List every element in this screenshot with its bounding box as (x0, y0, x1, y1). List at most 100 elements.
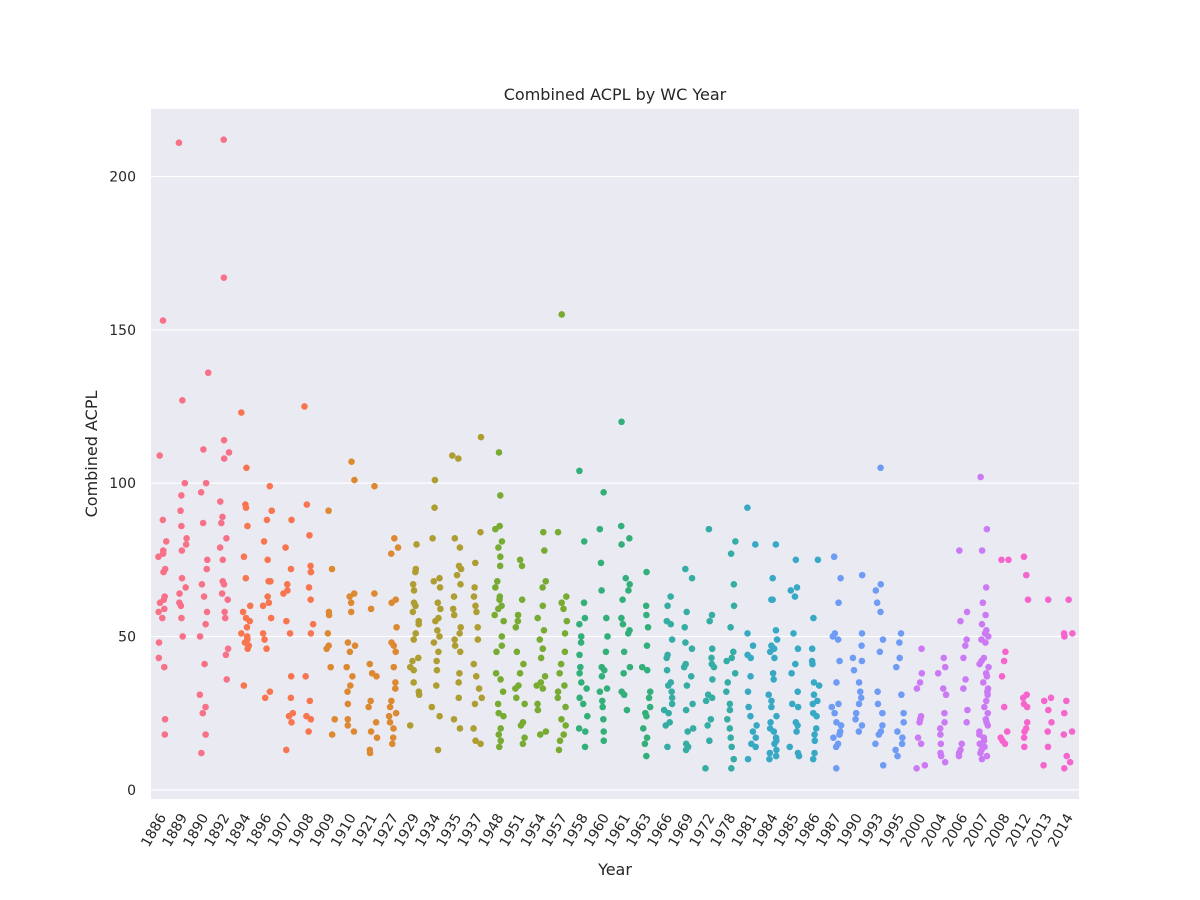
data-point (344, 700, 352, 708)
data-point (916, 679, 924, 686)
data-point (942, 691, 950, 699)
data-point (351, 642, 359, 649)
data-point (470, 593, 478, 600)
data-point (498, 538, 506, 545)
data-point (1048, 719, 1055, 726)
data-point (410, 679, 417, 686)
data-point (646, 703, 654, 711)
data-point (367, 728, 375, 735)
data-point (643, 734, 651, 741)
data-point (347, 608, 355, 616)
data-point (976, 660, 983, 668)
data-point (534, 706, 542, 714)
data-point (793, 584, 801, 591)
data-point (202, 731, 209, 738)
data-point (344, 688, 351, 695)
data-point (855, 679, 863, 686)
data-point (598, 697, 606, 705)
data-point (1069, 630, 1076, 637)
data-point (643, 752, 650, 760)
data-point (497, 725, 504, 732)
data-point (541, 673, 549, 680)
data-point (477, 528, 484, 536)
data-point (155, 553, 162, 561)
data-point (619, 620, 627, 628)
data-point (575, 725, 583, 732)
data-point (301, 403, 308, 410)
data-point (773, 636, 781, 643)
data-point (723, 688, 730, 695)
data-point (199, 519, 207, 527)
data-point (176, 590, 183, 597)
data-point (858, 630, 866, 637)
data-point (645, 694, 653, 702)
data-point (724, 679, 732, 686)
data-point (244, 645, 251, 653)
data-point (1060, 709, 1068, 717)
data-point (450, 593, 458, 600)
data-point (347, 599, 355, 607)
data-point (198, 749, 205, 757)
data-point (264, 556, 271, 564)
data-point (1022, 571, 1030, 579)
data-point (328, 565, 336, 573)
data-point (434, 746, 442, 754)
data-point (225, 449, 233, 456)
data-point (242, 574, 250, 582)
data-point (978, 547, 986, 554)
data-point (858, 642, 865, 649)
data-point (813, 712, 820, 720)
data-point (436, 633, 443, 640)
data-point (516, 669, 524, 677)
data-point (788, 669, 795, 677)
data-point (682, 639, 689, 646)
data-point (872, 740, 879, 748)
data-point (963, 719, 970, 726)
data-point (1060, 731, 1068, 738)
data-point (879, 636, 887, 643)
data-point (500, 712, 507, 720)
data-point (366, 660, 374, 668)
data-point (410, 587, 418, 594)
data-point (681, 623, 689, 631)
data-point (436, 584, 444, 591)
data-point (246, 602, 254, 610)
data-point (493, 577, 501, 585)
data-point (665, 709, 672, 717)
data-point (474, 636, 482, 643)
data-point (749, 728, 757, 735)
data-point (900, 719, 907, 726)
data-point (224, 596, 231, 603)
data-point (708, 645, 716, 653)
data-point (856, 688, 864, 695)
data-point (731, 669, 739, 677)
data-point (327, 663, 334, 671)
data-point (964, 706, 971, 714)
data-point (449, 605, 457, 613)
data-point (976, 740, 984, 748)
data-point (243, 623, 251, 631)
data-point (216, 544, 224, 551)
data-point (496, 596, 503, 603)
data-point (1002, 648, 1009, 656)
data-point (850, 666, 858, 674)
data-point (727, 623, 734, 631)
data-point (203, 556, 211, 564)
data-point (790, 630, 797, 637)
data-point (350, 728, 358, 735)
data-point (495, 709, 503, 717)
data-point (794, 703, 802, 711)
data-point (494, 700, 502, 708)
data-point (265, 599, 273, 607)
data-point (388, 740, 396, 748)
data-point (200, 446, 207, 453)
data-point (558, 311, 566, 318)
data-point (413, 541, 420, 548)
data-point (474, 623, 482, 631)
data-point (561, 648, 569, 656)
data-point (896, 654, 903, 662)
data-point (576, 467, 583, 475)
data-point (155, 608, 162, 616)
data-point (772, 541, 780, 548)
data-point (937, 731, 944, 738)
